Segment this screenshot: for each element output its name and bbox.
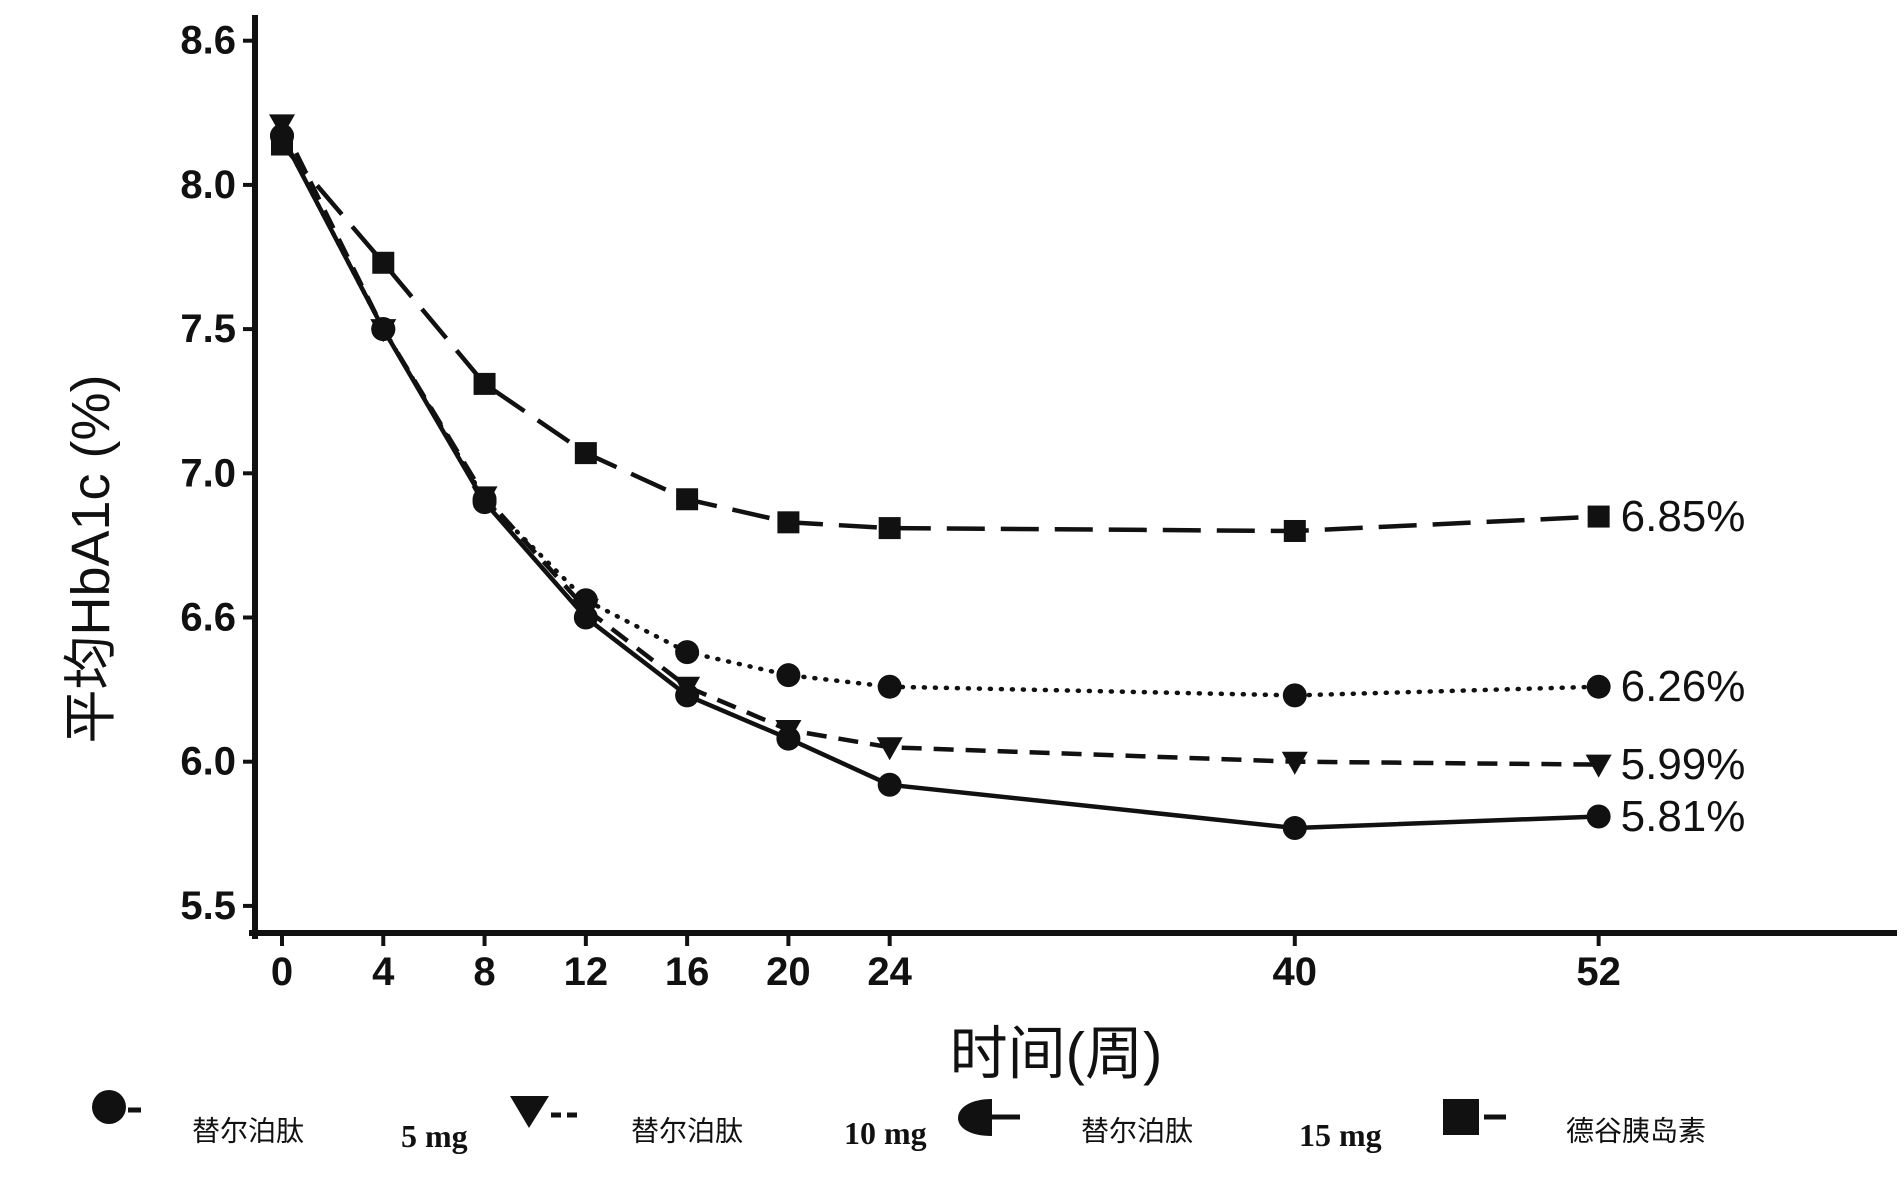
series-3-point: [1281, 751, 1308, 775]
series-3-point: [876, 737, 903, 761]
legend-dose: 15 mg: [1299, 1117, 1382, 1153]
triangle-down-marker-icon: [510, 1096, 549, 1128]
legend-label: 替尔泊肽: [192, 1116, 304, 1147]
plot-area: 6.85% 6.26% 5.99%5.81%: [269, 114, 1745, 841]
series-3-point: [1585, 754, 1612, 778]
x-tick-label: 8: [473, 950, 495, 994]
series-2-point: [877, 674, 902, 699]
wedge-marker-icon: [958, 1099, 992, 1136]
legend-label: 替尔泊肽: [1081, 1116, 1193, 1147]
y-tick-label: 5.5: [180, 884, 236, 928]
series-1-point: [1587, 505, 1610, 528]
y-tick-label: 8.6: [180, 19, 236, 63]
series-2-point: [776, 663, 801, 688]
series-4-point: [675, 683, 700, 708]
legend: 替尔泊肽 5 mg 替尔泊肽 10 mg 替尔泊肽 15 mg 德谷胰岛素: [92, 1090, 1706, 1154]
series-4-point: [776, 726, 801, 751]
series-2-point: [1282, 683, 1307, 708]
y-tick-label: 6.6: [180, 596, 236, 640]
square-marker-icon: [1443, 1099, 1479, 1135]
series-1-point: [676, 488, 699, 511]
series-4-point: [472, 490, 497, 515]
x-tick-label: 12: [564, 950, 609, 994]
series-1-point: [1283, 519, 1306, 542]
x-tick-label: 52: [1576, 950, 1621, 994]
x-tick-label: 4: [372, 950, 395, 994]
series-4-end-label: 5.81%: [1621, 792, 1746, 841]
y-tick-label: 7.5: [180, 307, 236, 351]
legend-item: 替尔泊肽: [92, 1090, 304, 1147]
axis-ticks: 8.6 8.0 7.5 7.0 6.6 6.0 5.5 0 4 8 12 16 20 24 40 52: [180, 19, 1620, 994]
series-4-point: [877, 772, 902, 797]
series-4-point: [1586, 804, 1611, 829]
series-2-point: [675, 640, 700, 665]
series-4-point: [1282, 816, 1307, 841]
legend-item: 10 mg 替尔泊肽: [844, 1099, 1193, 1151]
x-tick-label: 20: [766, 950, 811, 994]
legend-dose: 5 mg: [401, 1118, 468, 1154]
series-2-point: [1586, 674, 1611, 699]
y-tick-label: 6.0: [180, 740, 236, 784]
legend-label: 替尔泊肽: [631, 1116, 743, 1147]
circle-marker-icon: [92, 1090, 126, 1124]
series-4-point: [270, 123, 294, 148]
series-1-end-label: 6.85%: [1621, 492, 1746, 541]
x-axis-title: 时间(周): [950, 1022, 1163, 1087]
legend-item: 15 mg 德谷胰岛素: [1299, 1099, 1706, 1153]
series-1-point: [574, 442, 597, 465]
x-tick-label: 16: [665, 950, 710, 994]
series-1-point: [878, 517, 901, 540]
legend-label: 德谷胰岛素: [1566, 1116, 1706, 1147]
series-4-point: [573, 605, 598, 630]
series-2-end-label: 6.26%: [1621, 662, 1746, 711]
legend-item: 5 mg 替尔泊肽: [401, 1096, 743, 1154]
legend-dose: 10 mg: [844, 1115, 927, 1151]
series-4-point: [371, 317, 396, 342]
y-axis-title: 平均HbA1c (%): [61, 374, 121, 743]
y-tick-label: 8.0: [180, 163, 236, 207]
x-tick-label: 24: [867, 950, 912, 994]
series-1-point: [372, 251, 395, 274]
x-tick-label: 0: [271, 950, 293, 994]
series-1-point: [777, 511, 800, 534]
y-tick-label: 7.0: [180, 451, 236, 495]
x-tick-label: 40: [1273, 950, 1318, 994]
series-3-end-label: 5.99%: [1621, 740, 1746, 789]
series-1-point: [473, 372, 496, 395]
